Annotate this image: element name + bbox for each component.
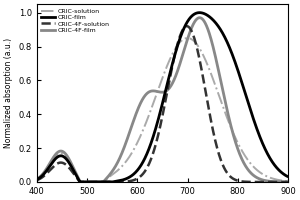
- CRIC-4F-solution: [35, 179, 39, 181]
- CRIC-solution: [151, 105, 154, 107]
- CRIC-4F-film: [157, 91, 161, 93]
- CRIC-film: [198, 11, 201, 14]
- CRIC-4F-film: [151, 90, 154, 92]
- CRIC-solution: [279, 179, 283, 182]
- CRIC-4F-solution: [279, 181, 283, 183]
- CRIC-solution: [279, 179, 283, 182]
- CRIC-solution: [79, 181, 82, 183]
- Line: CRIC-4F-film: CRIC-4F-film: [37, 18, 288, 182]
- Line: CRIC-solution: CRIC-solution: [37, 38, 288, 182]
- CRIC-solution: [157, 86, 161, 88]
- CRIC-solution: [286, 180, 290, 182]
- CRIC-4F-film: [233, 139, 237, 141]
- Y-axis label: Normalized absorption (a.u.): Normalized absorption (a.u.): [4, 38, 13, 148]
- CRIC-4F-film: [198, 17, 201, 19]
- CRIC-solution: [186, 37, 189, 39]
- CRIC-film: [286, 175, 290, 178]
- CRIC-film: [35, 178, 39, 181]
- Line: CRIC-4F-solution: CRIC-4F-solution: [37, 26, 288, 182]
- CRIC-film: [78, 181, 82, 183]
- CRIC-4F-film: [286, 181, 290, 183]
- CRIC-4F-solution: [48, 169, 51, 172]
- CRIC-4F-solution: [279, 181, 283, 183]
- CRIC-4F-solution: [151, 154, 154, 156]
- CRIC-film: [151, 138, 154, 140]
- CRIC-4F-solution: [233, 178, 237, 181]
- CRIC-film: [157, 115, 161, 118]
- CRIC-film: [233, 60, 237, 63]
- CRIC-solution: [35, 178, 39, 180]
- CRIC-4F-film: [48, 162, 51, 165]
- CRIC-4F-film: [279, 181, 283, 183]
- CRIC-film: [279, 171, 283, 173]
- Line: CRIC-film: CRIC-film: [37, 13, 288, 182]
- CRIC-film: [48, 165, 51, 168]
- CRIC-4F-solution: [185, 25, 189, 27]
- CRIC-4F-solution: [157, 130, 161, 132]
- Legend: CRIC-solution, CRIC-film, CRIC-4F-solution, CRIC-4F-film: CRIC-solution, CRIC-film, CRIC-4F-soluti…: [40, 7, 111, 34]
- CRIC-solution: [233, 135, 237, 138]
- CRIC-4F-solution: [286, 181, 290, 183]
- CRIC-4F-film: [279, 181, 283, 183]
- CRIC-4F-film: [35, 178, 39, 180]
- CRIC-solution: [48, 164, 51, 166]
- CRIC-film: [279, 171, 283, 173]
- CRIC-4F-solution: [78, 181, 82, 183]
- CRIC-4F-film: [79, 181, 82, 183]
